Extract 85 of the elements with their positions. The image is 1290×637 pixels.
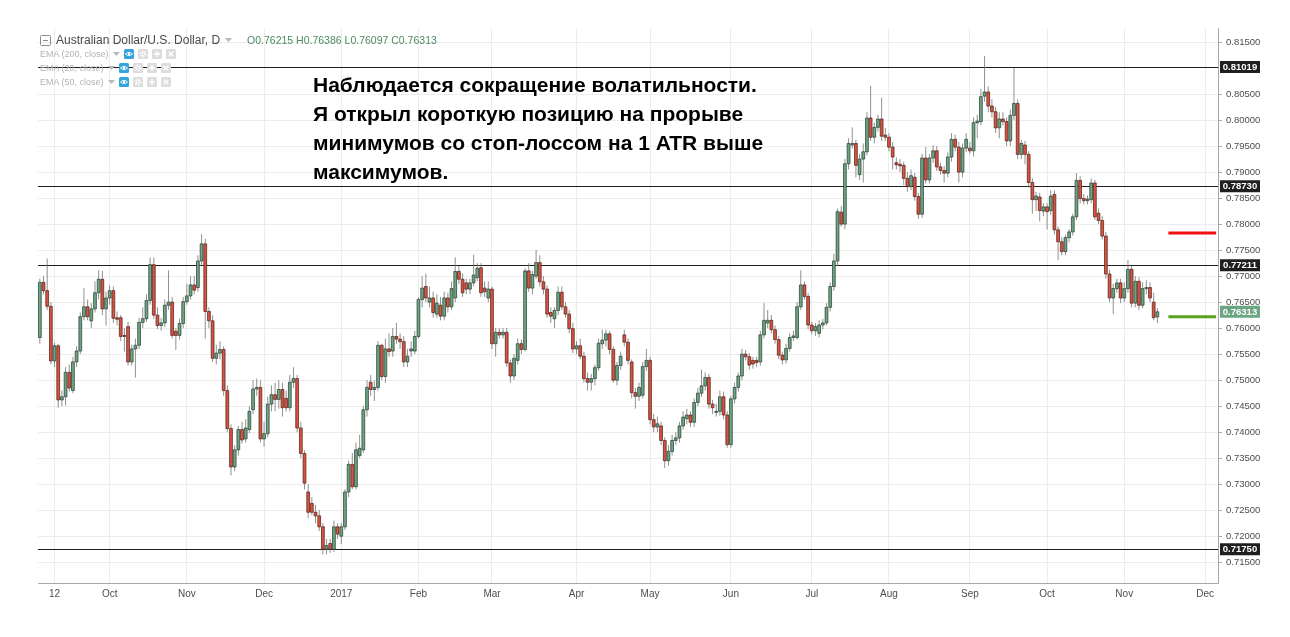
x-tick-label: Sep	[960, 587, 980, 599]
y-tick-label: 0.80500	[1226, 87, 1261, 99]
candlestick	[997, 111, 1002, 139]
x-tick-label: 12	[48, 587, 61, 599]
x-tick-label: May	[640, 587, 660, 599]
chart-title: Australian Dollar/U.S. Dollar, D	[56, 33, 221, 47]
annotation: EMA (50, close)	[40, 77, 104, 87]
candlestick	[424, 273, 428, 303]
candlestick	[284, 390, 288, 412]
candlestick	[214, 344, 219, 365]
y-tick-label: 0.77500	[1226, 243, 1261, 255]
annotation: 0.76313	[1222, 305, 1258, 317]
annotation: Наблюдается сокращение волатильности. Я открыл короткую позицию на прорыве минимумов со стоп-лоссом на 1 ATR выше максимумов.	[313, 72, 764, 185]
candlestick	[1078, 175, 1082, 204]
candlestick	[879, 97, 884, 142]
y-tick-label: 0.79000	[1226, 165, 1261, 177]
candlestick	[942, 165, 946, 183]
y-tick-label: 0.73000	[1226, 477, 1261, 489]
y-tick-label: 0.76500	[1226, 295, 1261, 307]
candlestick	[387, 332, 391, 358]
text: O0.76215 H0.76386 L0.76097 C0.76313	[247, 34, 437, 46]
x-tick-label: 2017	[330, 587, 353, 599]
y-tick-label: 0.77000	[1226, 269, 1261, 281]
ref-line-label: 0.78730	[1222, 180, 1258, 192]
x-tick-label: Aug	[880, 587, 898, 599]
x-tick-label: Nov	[177, 587, 196, 599]
ref-line-label: 0.77211	[1223, 259, 1258, 271]
candlestick	[350, 452, 355, 490]
candlestick	[868, 85, 873, 142]
y-tick-label: 0.71500	[1226, 555, 1261, 567]
candlestick	[501, 327, 505, 339]
candlestick	[273, 382, 277, 412]
candlestick	[394, 322, 399, 345]
candlestick	[67, 364, 72, 392]
y-tick-label: 0.75500	[1226, 347, 1261, 359]
candlestick	[1140, 281, 1145, 309]
y-tick-label: 0.75000	[1226, 373, 1261, 385]
y-tick-label: 0.79500	[1226, 139, 1261, 151]
x-tick-label: Apr	[568, 587, 585, 599]
y-tick-label: 0.76000	[1226, 321, 1261, 333]
x-tick-label: Feb	[409, 587, 428, 599]
x-tick-label: Nov	[1115, 587, 1134, 599]
y-tick-label: 0.74500	[1226, 399, 1261, 411]
candlestick	[1118, 278, 1123, 304]
ref-line-label: 0.81019	[1222, 61, 1258, 73]
x-tick-label: Dec	[1196, 587, 1215, 599]
candlestick	[486, 280, 491, 303]
y-tick-label: 0.78000	[1226, 217, 1261, 229]
x-tick-label: Oct	[101, 587, 118, 599]
candlestick	[923, 146, 928, 184]
candlestick	[240, 421, 244, 444]
y-tick-label: 0.74000	[1226, 425, 1261, 437]
y-tick-label: 0.78500	[1226, 191, 1261, 203]
candlestick	[306, 483, 310, 519]
candlestick	[280, 382, 285, 417]
y-tick-label: 0.73500	[1226, 451, 1261, 463]
candlestick	[1137, 276, 1141, 311]
y-tick-label: 0.72500	[1226, 503, 1261, 515]
x-tick-label: Jul	[805, 587, 819, 599]
candlestick	[390, 327, 395, 358]
candlestick	[1019, 139, 1024, 160]
candlestick	[935, 145, 939, 172]
candlestick	[1111, 283, 1116, 315]
y-tick-label: 0.72000	[1226, 529, 1261, 541]
candlestick	[435, 293, 439, 319]
candlestick	[526, 262, 531, 293]
candlestick	[431, 291, 435, 319]
x-tick-label: Jun	[722, 587, 739, 599]
candlestick	[401, 335, 406, 368]
y-tick-label: 0.80000	[1226, 113, 1261, 125]
x-tick-label: Mar	[483, 587, 502, 599]
candlestick	[751, 356, 755, 370]
y-tick-label: 0.81500	[1226, 35, 1261, 47]
x-tick-label: Dec	[255, 587, 273, 599]
candlestick	[52, 342, 57, 368]
candlestick	[446, 292, 450, 313]
candlestick	[438, 296, 443, 321]
annotation: EMA (200, close)	[40, 49, 109, 59]
ref-line-label: 0.71750	[1222, 543, 1258, 555]
candlestick	[1133, 275, 1138, 308]
x-tick-label: Oct	[1039, 587, 1056, 599]
candlestick	[718, 390, 722, 416]
candlestick	[604, 329, 608, 347]
candlestick	[839, 205, 843, 228]
candlestick	[442, 291, 446, 321]
